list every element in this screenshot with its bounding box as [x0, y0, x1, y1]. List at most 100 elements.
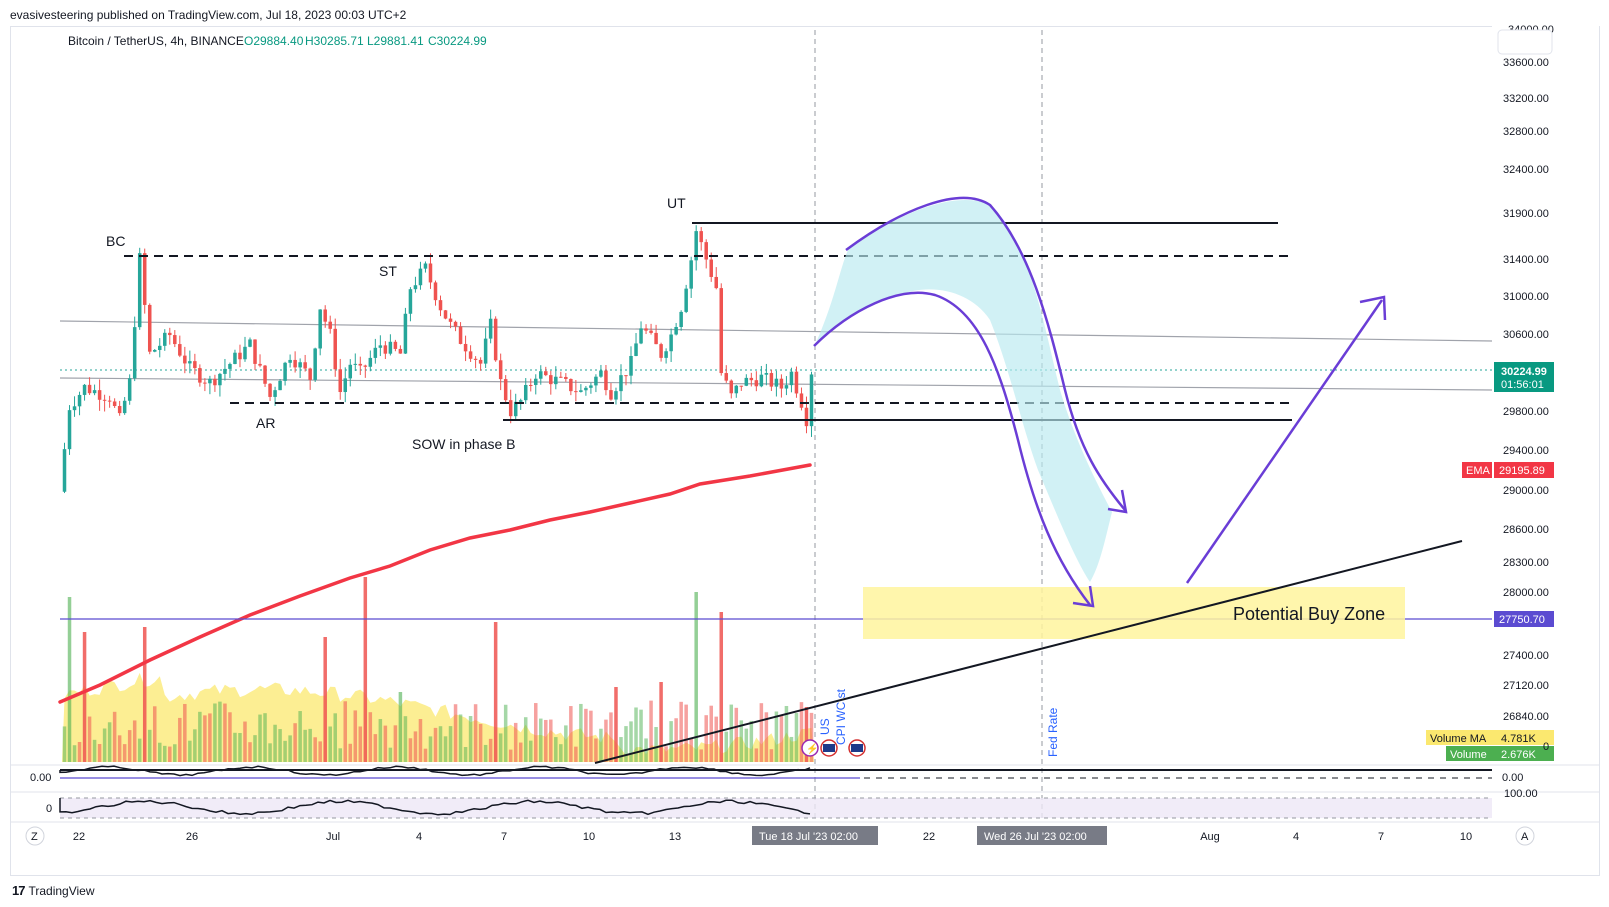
price-tick-label: 31000.00: [1503, 291, 1549, 303]
volume-bar: [168, 746, 172, 762]
price-tick-label: 31400.00: [1503, 254, 1549, 266]
volume-bar: [498, 733, 503, 762]
time-tick-label: 10: [583, 831, 595, 843]
candle-body: [584, 387, 588, 391]
time-tick-label: 7: [1378, 831, 1384, 843]
ema-badge: [1462, 462, 1492, 478]
volume-bar: [248, 742, 252, 762]
volume-bar: [82, 632, 87, 762]
volume-bar: [102, 728, 107, 762]
volume-bar: [659, 682, 663, 762]
candle-body: [198, 368, 202, 383]
volume-bar: [303, 729, 307, 762]
candle-body: [689, 260, 693, 289]
volume-bar: [654, 727, 658, 762]
ema-value: 29195.89: [1499, 465, 1545, 477]
volume-bar: [483, 744, 488, 762]
candle-body: [283, 362, 287, 381]
price-tick-label: 28600.00: [1503, 524, 1549, 536]
volume-ma-value: 4.781K: [1501, 733, 1537, 745]
volume-bar: [493, 622, 498, 762]
candle-body: [483, 338, 488, 364]
candle-body: [178, 344, 182, 356]
ema-badge-label: EMA: [1466, 465, 1491, 477]
osc1-left-label: 0.00: [30, 772, 51, 784]
price-axis[interactable]: [1492, 26, 1599, 766]
volume-bar: [147, 729, 152, 762]
tradingview-logo[interactable]: 17 TradingView: [12, 883, 95, 898]
volume-bar: [218, 701, 222, 762]
candle-body: [629, 355, 633, 376]
candle-body: [77, 394, 82, 407]
candle-body: [534, 378, 538, 385]
candle-body: [639, 328, 643, 344]
candle-body: [213, 378, 217, 386]
candle-body: [288, 359, 292, 363]
candle-body: [539, 371, 543, 379]
volume-bar: [62, 726, 67, 762]
volume-bar: [443, 736, 448, 762]
candle-body: [503, 379, 508, 401]
axis-scale-button[interactable]: [1497, 29, 1553, 55]
price-tick-label: 32800.00: [1503, 126, 1549, 138]
candle-body: [278, 380, 282, 391]
time-cursor-label-2: Wed 26 Jul '23 02:00: [984, 831, 1087, 843]
volume-bar: [789, 736, 794, 762]
volume-bar: [513, 722, 518, 762]
auto-scale-button[interactable]: [1515, 826, 1535, 846]
potential-buy-zone[interactable]: [863, 587, 1405, 639]
volume-bar: [423, 748, 428, 762]
support-trendline[interactable]: [594, 540, 1463, 764]
volume-ma-value-bg: [1494, 730, 1554, 745]
candle-body: [173, 335, 177, 345]
candle-body: [754, 380, 759, 387]
purple-level-value: 27750.70: [1499, 614, 1545, 626]
volume-layer: [62, 577, 814, 762]
candle-body: [599, 370, 603, 377]
volume-bar: [238, 732, 242, 762]
volume-bar: [508, 749, 513, 762]
volume-bar: [694, 592, 698, 762]
volume-bar: [559, 744, 563, 762]
volume-bar: [604, 719, 608, 762]
volume-axis-tick: 0: [1543, 741, 1549, 753]
candle-body: [298, 362, 302, 368]
candle-body: [739, 385, 744, 387]
candle-body: [463, 343, 468, 352]
candle-body: [303, 362, 307, 369]
candle-body: [724, 373, 729, 381]
ohlc-open: O29884.40: [244, 34, 304, 48]
volume-bar: [534, 703, 538, 762]
candle-body: [518, 400, 523, 402]
candle-body: [498, 360, 503, 380]
volume-bar: [574, 746, 578, 762]
reset-zoom-button[interactable]: [25, 826, 45, 846]
candle-body: [769, 373, 774, 387]
volume-bar: [163, 745, 167, 762]
candle-body: [453, 321, 458, 327]
volume-bar: [809, 712, 814, 762]
candle-body: [774, 378, 779, 387]
event-bolt-icon[interactable]: [801, 739, 819, 757]
price-tick-label: 31900.00: [1503, 208, 1549, 220]
candle-body: [699, 231, 703, 243]
time-tick-label: 4: [1293, 831, 1299, 843]
volume-bar: [97, 744, 102, 762]
volume-bar: [463, 747, 468, 762]
candle-body: [493, 318, 498, 361]
volume-bar: [704, 715, 708, 762]
candle-body: [72, 406, 77, 411]
candle-body: [729, 380, 734, 394]
time-tick-label: Jul: [326, 831, 340, 843]
volume-bar: [584, 708, 588, 762]
volume-bar: [278, 729, 282, 762]
projection-arrow-upper: [845, 196, 1126, 511]
us-flag-icon-1: [823, 744, 835, 752]
candle-body: [684, 288, 688, 312]
candle-body: [428, 263, 433, 283]
candle-body: [488, 318, 493, 339]
time-cursor-badge-2: [977, 826, 1107, 845]
volume-bar: [609, 712, 613, 762]
volume-bar: [468, 716, 473, 762]
